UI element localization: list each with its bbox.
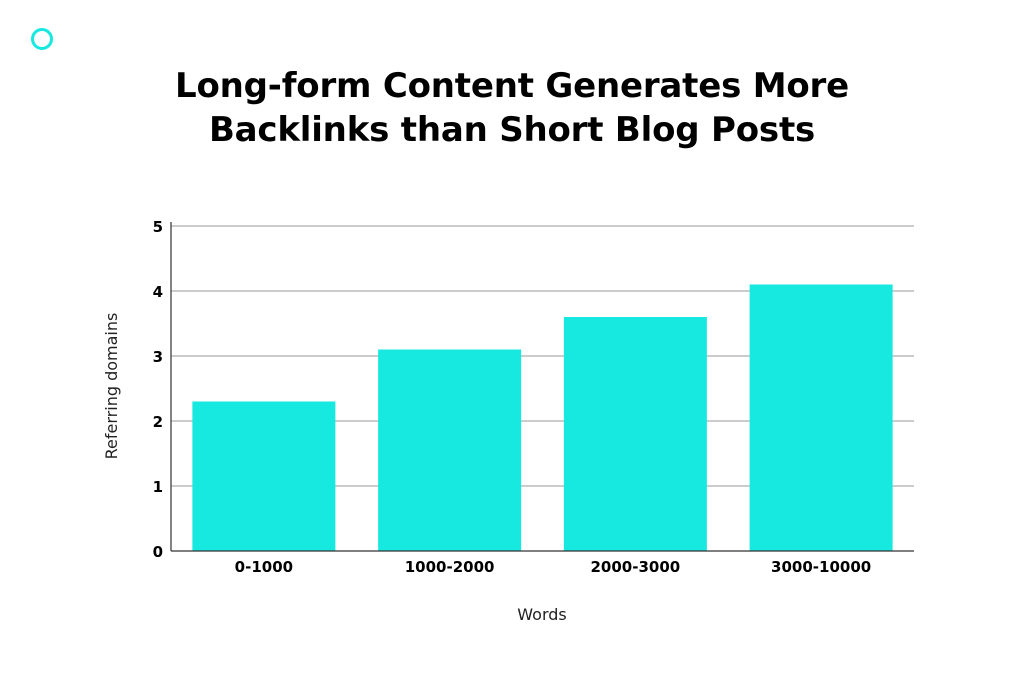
y-tick-label: 5: [153, 218, 163, 236]
bars: [192, 284, 893, 551]
chart-title-line-1: Long-form Content Generates More: [175, 66, 849, 106]
y-axis-label: Referring domains: [102, 313, 121, 460]
y-tick-labels: 0 1 2 3 4 5: [153, 218, 163, 561]
x-tick-label: 1000-2000: [405, 558, 495, 576]
bar: [378, 349, 522, 551]
x-tick-label: 3000-10000: [771, 558, 871, 576]
chart-title: Long-form Content Generates More Backlin…: [112, 64, 912, 152]
bar: [563, 317, 707, 551]
axes: [170, 222, 914, 552]
y-tick-label: 2: [153, 413, 163, 431]
bar: [192, 401, 336, 551]
circle-ring-icon: [31, 28, 53, 50]
y-tick-label: 0: [153, 543, 163, 561]
chart-title-line-2: Backlinks than Short Blog Posts: [208, 110, 816, 150]
bar: [749, 284, 893, 551]
x-axis-label: Words: [517, 605, 566, 624]
x-tick-label: 2000-3000: [591, 558, 681, 576]
x-tick-labels: 0-1000 1000-2000 2000-3000 3000-10000: [235, 558, 872, 576]
y-tick-label: 1: [153, 478, 163, 496]
x-tick-label: 0-1000: [235, 558, 293, 576]
y-tick-label: 3: [153, 348, 163, 366]
y-tick-label: 4: [153, 283, 163, 301]
